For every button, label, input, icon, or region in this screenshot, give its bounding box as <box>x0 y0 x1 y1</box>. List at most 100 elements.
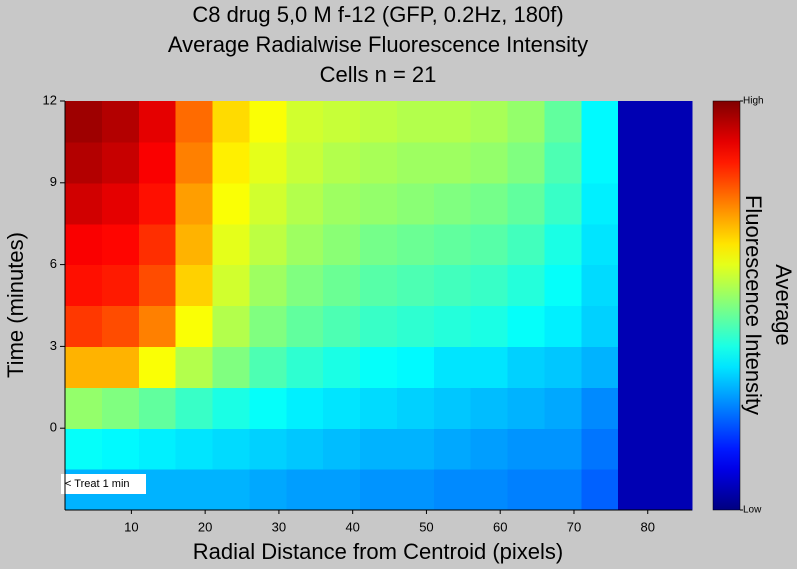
heatmap-cell <box>507 182 546 225</box>
heatmap-cell <box>618 387 656 429</box>
heatmap-cell <box>618 346 656 388</box>
heatmap-cell <box>138 387 177 429</box>
x-axis-label: Radial Distance from Centroid (pixels) <box>193 539 563 564</box>
heatmap-cell <box>249 223 287 266</box>
heatmap-cell <box>65 101 103 143</box>
heatmap-cell <box>544 428 582 470</box>
x-tick-label: 70 <box>567 519 581 534</box>
heatmap-cell <box>212 428 251 470</box>
x-tick-label: 80 <box>641 519 655 534</box>
heatmap-cell <box>544 264 582 307</box>
heatmap-cell <box>212 387 251 429</box>
heatmap-cell <box>175 469 214 511</box>
heatmap-cell <box>286 141 324 184</box>
heatmap-cell <box>544 469 582 511</box>
heatmap-cell <box>655 305 693 347</box>
heatmap-cell <box>101 428 140 470</box>
heatmap-cell <box>101 101 140 143</box>
heatmap-cell <box>323 305 361 347</box>
heatmap-cell <box>655 223 693 266</box>
heatmap-cell <box>323 264 361 307</box>
heatmap-cell <box>581 141 619 184</box>
heatmap-cell <box>396 387 435 429</box>
heatmap-cell <box>470 387 509 429</box>
heatmap-cell <box>249 428 287 470</box>
heatmap-cell <box>65 387 103 429</box>
heatmap-cell <box>581 305 619 347</box>
heatmap-cell <box>360 469 398 511</box>
y-tick-label: 0 <box>50 420 57 435</box>
heatmap-cell <box>618 469 656 511</box>
heatmap-cell <box>581 223 619 266</box>
heatmap-cell <box>618 141 656 184</box>
x-tick-label: 10 <box>124 519 138 534</box>
heatmap-cell <box>433 387 472 429</box>
heatmap-cell <box>65 305 103 347</box>
heatmap-cell <box>544 141 582 184</box>
heatmap-cell <box>175 346 214 388</box>
heatmap-cell <box>507 264 546 307</box>
heatmap-cell <box>507 387 546 429</box>
heatmap-cell <box>175 387 214 429</box>
y-tick-label: 9 <box>50 174 57 189</box>
x-tick-label: 40 <box>345 519 359 534</box>
x-tick-label: 30 <box>272 519 286 534</box>
heatmap-cell <box>101 305 140 347</box>
heatmap-cell <box>655 141 693 184</box>
heatmap-cell <box>655 387 693 429</box>
heatmap-cell <box>544 346 582 388</box>
heatmap-cell <box>544 182 582 225</box>
heatmap-cell <box>249 469 287 511</box>
heatmap-cell <box>101 346 140 388</box>
heatmap-cell <box>175 264 214 307</box>
heatmap-cell <box>655 264 693 307</box>
heatmap-cell <box>433 141 472 184</box>
heatmap-cell <box>212 141 251 184</box>
heatmap-cell <box>138 141 177 184</box>
heatmap-cell <box>138 182 177 225</box>
heatmap-cell <box>249 305 287 347</box>
heatmap-cell <box>138 305 177 347</box>
heatmap-cell <box>507 223 546 266</box>
heatmap-cell <box>507 141 546 184</box>
heatmap-cell <box>433 305 472 347</box>
heatmap-cell <box>65 346 103 388</box>
annotation-box <box>61 474 146 494</box>
heatmap-cell <box>212 101 251 143</box>
heatmap-cell <box>360 141 398 184</box>
y-tick-label: 6 <box>50 256 57 271</box>
heatmap-cell <box>433 469 472 511</box>
heatmap-cell <box>396 305 435 347</box>
heatmap-cell <box>655 346 693 388</box>
heatmap-cell <box>618 305 656 347</box>
x-tick-label: 20 <box>198 519 212 534</box>
heatmap-cell <box>65 428 103 470</box>
heatmap-cell <box>323 428 361 470</box>
heatmap-cell <box>323 346 361 388</box>
heatmap-cell <box>470 428 509 470</box>
heatmap-cell <box>470 469 509 511</box>
heatmap-cell <box>470 182 509 225</box>
heatmap-cell <box>360 101 398 143</box>
heatmap-cell <box>360 264 398 307</box>
heatmap-cell <box>581 346 619 388</box>
heatmap-cell <box>65 182 103 225</box>
chart-title: Average Radialwise Fluorescence Intensit… <box>168 32 588 57</box>
heatmap-cell <box>581 264 619 307</box>
heatmap-cell <box>249 182 287 225</box>
heatmap-cell <box>249 264 287 307</box>
heatmap-cell <box>286 428 324 470</box>
heatmap-cell <box>323 141 361 184</box>
heatmap-cell <box>323 223 361 266</box>
heatmap-cell <box>249 346 287 388</box>
heatmap-cell <box>286 182 324 225</box>
heatmap-cell <box>433 428 472 470</box>
heatmap-cell <box>138 223 177 266</box>
heatmap-cell <box>544 101 582 143</box>
heatmap-cell <box>655 469 693 511</box>
heatmap-cell <box>138 346 177 388</box>
heatmap-cell <box>507 469 546 511</box>
heatmap-cell <box>581 428 619 470</box>
heatmap-cell <box>396 101 435 143</box>
